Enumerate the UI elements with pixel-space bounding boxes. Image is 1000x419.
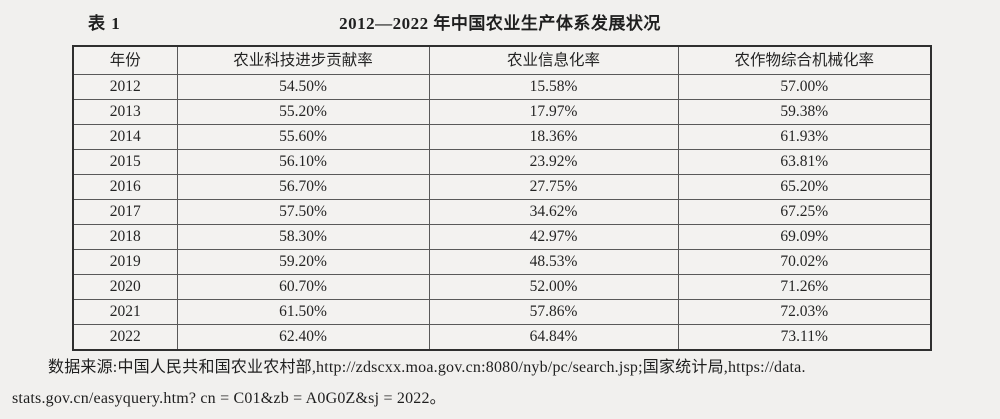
value-cell: 23.92%: [428, 149, 679, 175]
year-cell: 2020: [72, 274, 178, 300]
source-note-line1: 数据来源:中国人民共和国农业农村部,http://zdscxx.moa.gov.…: [48, 359, 806, 376]
table-row: 2018 58.30% 42.97% 69.09%: [72, 224, 932, 250]
column-header-tech-contribution: 农业科技进步贡献率: [176, 45, 430, 75]
value-cell: 65.20%: [677, 174, 932, 200]
value-cell: 63.81%: [677, 149, 932, 175]
value-cell: 56.70%: [176, 174, 430, 200]
value-cell: 61.93%: [677, 124, 932, 150]
value-cell: 72.03%: [677, 299, 932, 325]
value-cell: 69.09%: [677, 224, 932, 250]
value-cell: 70.02%: [677, 249, 932, 275]
table-row: 2015 56.10% 23.92% 63.81%: [72, 149, 932, 175]
table-title: 2012—2022 年中国农业生产体系发展状况: [339, 14, 661, 33]
value-cell: 48.53%: [428, 249, 679, 275]
table-row: 2022 62.40% 64.84% 73.11%: [72, 324, 932, 351]
table-row: 2019 59.20% 48.53% 70.02%: [72, 249, 932, 275]
table-row: 2020 60.70% 52.00% 71.26%: [72, 274, 932, 300]
column-header-year: 年份: [72, 45, 178, 75]
value-cell: 52.00%: [428, 274, 679, 300]
table-row: 2013 55.20% 17.97% 59.38%: [72, 99, 932, 125]
value-cell: 15.58%: [428, 74, 679, 100]
year-cell: 2013: [72, 99, 178, 125]
value-cell: 58.30%: [176, 224, 430, 250]
value-cell: 57.50%: [176, 199, 430, 225]
value-cell: 57.86%: [428, 299, 679, 325]
value-cell: 64.84%: [428, 324, 679, 351]
year-cell: 2018: [72, 224, 178, 250]
value-cell: 57.00%: [677, 74, 932, 100]
value-cell: 55.60%: [176, 124, 430, 150]
table-row: 2014 55.60% 18.36% 61.93%: [72, 124, 932, 150]
table-row: 2016 56.70% 27.75% 65.20%: [72, 174, 932, 200]
value-cell: 18.36%: [428, 124, 679, 150]
year-cell: 2012: [72, 74, 178, 100]
value-cell: 59.38%: [677, 99, 932, 125]
value-cell: 71.26%: [677, 274, 932, 300]
value-cell: 17.97%: [428, 99, 679, 125]
source-note-line2: stats.gov.cn/easyquery.htm? cn = C01&zb …: [12, 390, 446, 407]
value-cell: 27.75%: [428, 174, 679, 200]
value-cell: 54.50%: [176, 74, 430, 100]
table-row: 2017 57.50% 34.62% 67.25%: [72, 199, 932, 225]
year-cell: 2015: [72, 149, 178, 175]
value-cell: 34.62%: [428, 199, 679, 225]
table-row: 2021 61.50% 57.86% 72.03%: [72, 299, 932, 325]
year-cell: 2014: [72, 124, 178, 150]
table-label: 表 1: [88, 14, 121, 33]
year-cell: 2022: [72, 324, 178, 351]
year-cell: 2016: [72, 174, 178, 200]
source-note: 数据来源:中国人民共和国农业农村部,http://zdscxx.moa.gov.…: [0, 352, 1000, 414]
column-header-mechanization: 农作物综合机械化率: [677, 45, 932, 75]
table-row: 2012 54.50% 15.58% 57.00%: [72, 74, 932, 100]
value-cell: 61.50%: [176, 299, 430, 325]
column-header-informatization: 农业信息化率: [428, 45, 679, 75]
year-cell: 2019: [72, 249, 178, 275]
value-cell: 55.20%: [176, 99, 430, 125]
value-cell: 67.25%: [677, 199, 932, 225]
value-cell: 73.11%: [677, 324, 932, 351]
value-cell: 56.10%: [176, 149, 430, 175]
value-cell: 62.40%: [176, 324, 430, 351]
year-cell: 2021: [72, 299, 178, 325]
table-body: 2012 54.50% 15.58% 57.00% 2013 55.20% 17.97% 59…: [72, 74, 932, 351]
value-cell: 60.70%: [176, 274, 430, 300]
header-row: 年份 农业科技进步贡献率 农业信息化率 农作物综合机械化率: [72, 45, 932, 75]
data-table: 年份 农业科技进步贡献率 农业信息化率 农作物综合机械化率 2012 54.50%…: [72, 45, 932, 351]
value-cell: 42.97%: [428, 224, 679, 250]
table-caption: 表 1 2012—2022 年中国农业生产体系发展状况: [0, 7, 1000, 35]
value-cell: 59.20%: [176, 249, 430, 275]
year-cell: 2017: [72, 199, 178, 225]
